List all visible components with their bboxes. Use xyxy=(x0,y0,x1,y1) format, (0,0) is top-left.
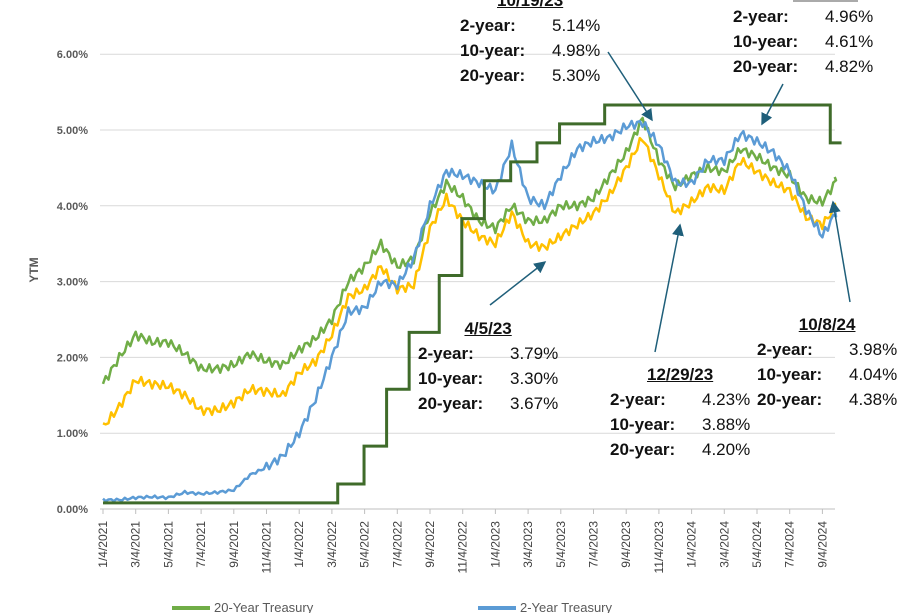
annotation-key: 10-year: xyxy=(460,41,526,60)
x-tick-label: 9/4/2024 xyxy=(815,521,829,568)
x-tick-label: 5/4/2021 xyxy=(161,521,175,568)
annotation-value: 4.20% xyxy=(702,440,751,459)
annotation-12-29-23: 12/29/23 2-year: 4.23% 10-year: 3.88% 20-y… xyxy=(610,362,750,462)
x-tick-label: 11/4/2023 xyxy=(652,521,666,574)
annotation-key: 10-year: xyxy=(610,415,676,434)
y-tick-label: 5.00% xyxy=(57,125,88,137)
legend-item-2-year: 2-Year Treasury xyxy=(478,600,612,613)
annotation-value: 3.88% xyxy=(702,415,751,434)
y-tick-label: 2.00% xyxy=(57,352,88,364)
y-tick-label: 1.00% xyxy=(57,428,88,440)
annotation-top-right: 2-year: 4.96% 10-year: 4.61% 20-year: 4.82% xyxy=(733,0,874,79)
annotation-key: 20-year: xyxy=(460,66,526,85)
series-line-fed-funds-rate xyxy=(103,103,842,505)
x-tick-label: 1/4/2024 xyxy=(685,521,699,568)
x-tick-label: 1/4/2022 xyxy=(292,521,306,568)
x-tick-label: 11/4/2022 xyxy=(456,521,470,574)
x-tick-label: 3/4/2023 xyxy=(521,521,535,568)
annotation-key: 20-year: xyxy=(757,390,823,409)
annotation-arrow xyxy=(828,200,851,303)
x-tick-label: 7/4/2022 xyxy=(390,521,404,568)
annotation-key: 10-year: xyxy=(757,365,823,384)
annotation-key: 10-year: xyxy=(733,32,799,51)
annotation-10-19-23: 10/19/23 2-year: 5.14% 10-year: 4.98% 20-y… xyxy=(460,0,600,88)
x-tick-label: 9/4/2023 xyxy=(619,521,633,568)
series-line-20-year-treasury xyxy=(101,116,838,385)
annotation-value: 4.98% xyxy=(552,41,601,60)
y-tick-label: 4.00% xyxy=(57,201,88,213)
legend-swatch xyxy=(478,605,516,610)
legend-label: 20-Year Treasury xyxy=(214,600,314,613)
x-tick-label: 9/4/2021 xyxy=(227,521,241,568)
annotation-key: 10-year: xyxy=(418,369,484,388)
y-axis-label: YTM xyxy=(27,257,41,282)
x-tick-label: 7/4/2024 xyxy=(783,521,797,568)
annotation-value: 4.38% xyxy=(849,390,898,409)
annotation-key: 2-year: xyxy=(460,16,516,35)
annotation-value: 3.79% xyxy=(510,344,559,363)
annotation-key: 2-year: xyxy=(418,344,474,363)
x-tick-label: 5/4/2023 xyxy=(554,521,568,568)
annotation-key: 2-year: xyxy=(757,340,813,359)
legend-item-20-year: 20-Year Treasury xyxy=(172,600,313,613)
annotation-value: 3.30% xyxy=(510,369,559,388)
annotation-value: 5.30% xyxy=(552,66,601,85)
annotation-key: 2-year: xyxy=(733,7,789,26)
x-tick-label: 5/4/2024 xyxy=(750,521,764,568)
annotation-date: 12/29/23 xyxy=(647,365,714,384)
annotation-key: 20-year: xyxy=(733,57,799,76)
annotation-10-8-24: 10/8/24 2-year: 3.98% 10-year: 4.04% 20-ye… xyxy=(757,312,897,412)
x-tick-label: 5/4/2022 xyxy=(358,521,372,568)
annotation-value: 4.61% xyxy=(825,32,874,51)
x-tick-label: 9/4/2022 xyxy=(423,521,437,568)
annotation-arrow xyxy=(761,83,784,126)
annotation-arrow xyxy=(654,223,684,353)
series-line-2-year-treasury xyxy=(102,119,838,503)
x-tick-label: 3/4/2022 xyxy=(325,521,339,568)
annotation-value: 4.04% xyxy=(849,365,898,384)
annotation-value: 4.96% xyxy=(825,7,874,26)
annotation-arrow xyxy=(489,261,547,306)
y-tick-label: 6.00% xyxy=(57,49,88,61)
y-tick-label: 3.00% xyxy=(57,277,88,289)
annotation-date: 10/8/24 xyxy=(798,315,856,334)
series-line-10-year-treasury xyxy=(102,136,838,426)
annotation-date-underline xyxy=(793,0,858,2)
x-tick-label: 7/4/2021 xyxy=(194,521,208,568)
annotation-date: 10/19/23 xyxy=(497,0,564,10)
annotation-value: 4.23% xyxy=(702,390,751,409)
annotation-value: 5.14% xyxy=(552,16,601,35)
annotation-key: 20-year: xyxy=(418,394,484,413)
annotation-value: 4.82% xyxy=(825,57,874,76)
legend-swatch xyxy=(172,605,210,610)
legend-label: 2-Year Treasury xyxy=(520,600,613,613)
y-tick-label: 0.00% xyxy=(57,504,88,516)
x-tick-label: 7/4/2023 xyxy=(587,521,601,568)
annotation-key: 2-year: xyxy=(610,390,666,409)
x-tick-label: 3/4/2021 xyxy=(129,521,143,568)
x-tick-label: 1/4/2023 xyxy=(488,521,502,568)
annotation-4-5-23: 4/5/23 2-year: 3.79% 10-year: 3.30% 20-yea… xyxy=(418,316,558,416)
x-tick-label: 11/4/2021 xyxy=(260,521,274,574)
annotation-value: 3.67% xyxy=(510,394,559,413)
x-tick-label: 3/4/2024 xyxy=(717,521,731,568)
x-tick-label: 1/4/2021 xyxy=(96,521,110,568)
annotation-value: 3.98% xyxy=(849,340,898,359)
annotation-date: 4/5/23 xyxy=(464,319,512,338)
annotation-arrow xyxy=(607,51,653,122)
annotation-key: 20-year: xyxy=(610,440,676,459)
